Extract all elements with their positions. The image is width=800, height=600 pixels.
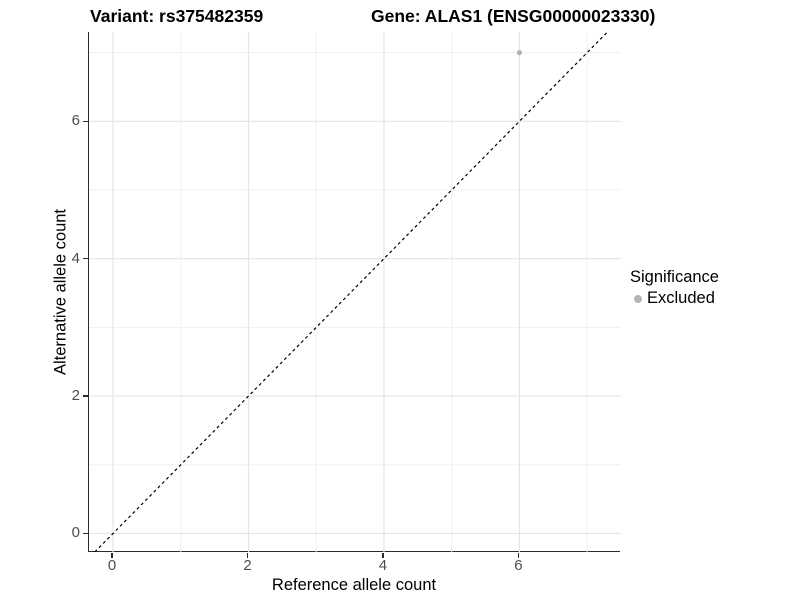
x-tick-mark bbox=[246, 553, 249, 558]
y-tick-mark bbox=[83, 532, 88, 535]
x-axis-title: Reference allele count bbox=[271, 576, 437, 594]
y-tick-label: 4 bbox=[71, 249, 80, 267]
x-tick-mark bbox=[382, 553, 384, 558]
y-tick-label: 2 bbox=[71, 387, 80, 405]
y-tick-mark bbox=[83, 395, 88, 397]
excluded-dot-icon bbox=[634, 294, 642, 303]
y-tick-label: 0 bbox=[71, 524, 80, 542]
plot-panel bbox=[88, 32, 621, 552]
x-tick-mark bbox=[517, 553, 520, 558]
legend-item-excluded: Excluded bbox=[630, 289, 719, 308]
x-tick-label: 0 bbox=[107, 557, 117, 574]
plot-canvas bbox=[89, 32, 621, 552]
x-tick-label: 6 bbox=[514, 557, 523, 574]
y-tick-mark bbox=[83, 257, 88, 260]
y-axis-title: Alternative allele count bbox=[51, 208, 70, 376]
gene-title: Gene: ALAS1 (ENSG00000023330) bbox=[371, 6, 656, 26]
legend-title: Significance bbox=[630, 268, 719, 286]
y-tick-label: 6 bbox=[71, 112, 80, 130]
y-tick-mark bbox=[83, 120, 88, 122]
x-tick-mark bbox=[111, 553, 113, 558]
legend-item-label: Excluded bbox=[647, 289, 715, 307]
variant-title: Variant: rs375482359 bbox=[90, 6, 264, 26]
x-tick-label: 2 bbox=[243, 557, 252, 574]
legend: Significance Excluded bbox=[630, 268, 719, 308]
x-tick-label: 4 bbox=[378, 557, 388, 574]
